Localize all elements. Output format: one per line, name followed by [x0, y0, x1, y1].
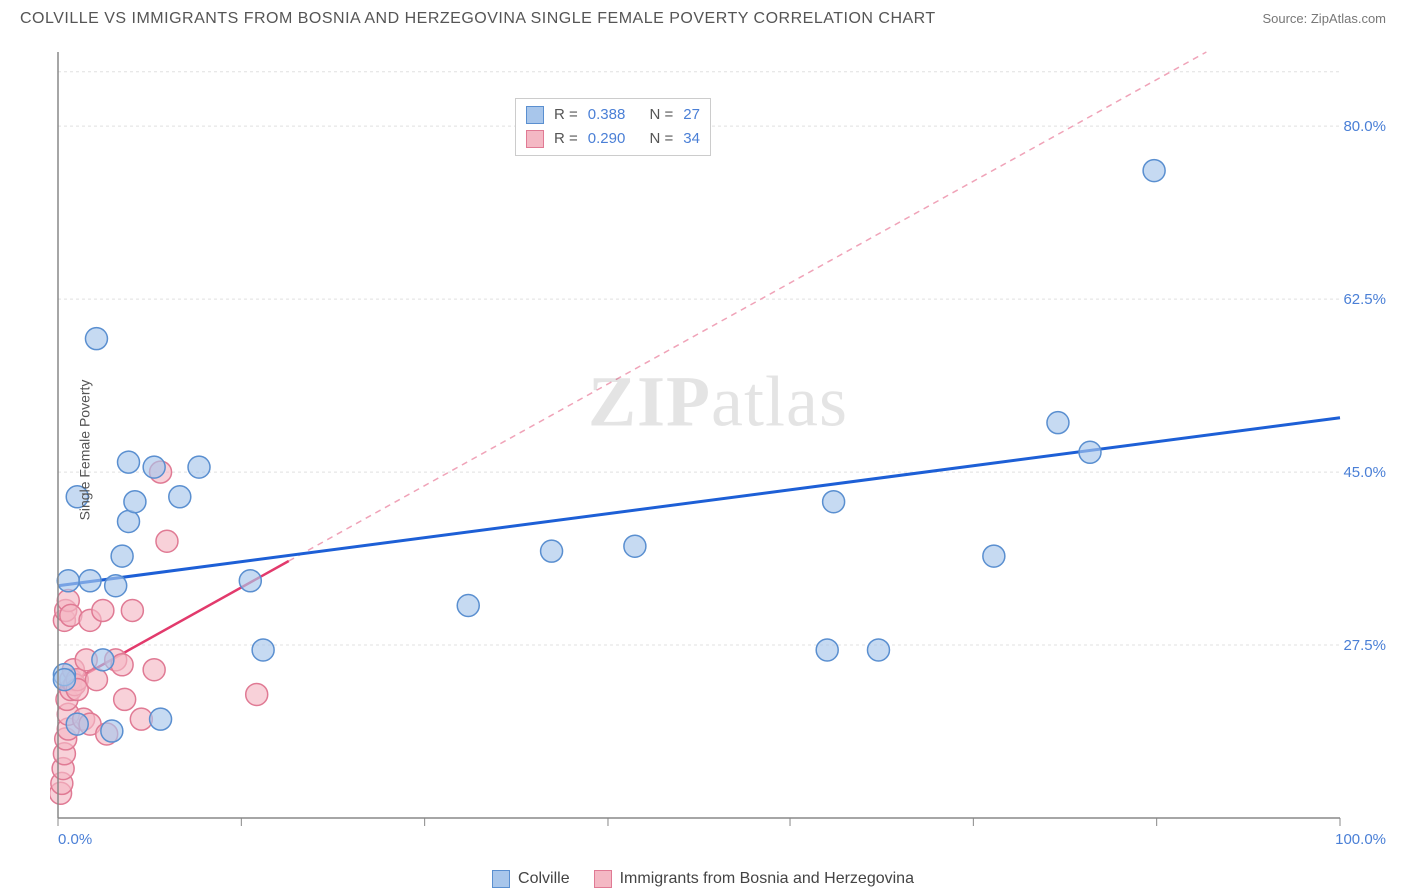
swatch-blue-icon — [492, 870, 510, 888]
svg-text:80.0%: 80.0% — [1343, 118, 1386, 135]
chart-header: COLVILLE VS IMMIGRANTS FROM BOSNIA AND H… — [0, 0, 1406, 34]
legend-item-pink: Immigrants from Bosnia and Herzegovina — [594, 870, 914, 888]
legend-pink-r: 0.290 — [588, 127, 626, 151]
svg-text:62.5%: 62.5% — [1343, 291, 1386, 308]
correlation-legend: R = 0.388 N = 27 R = 0.290 N = 34 — [515, 98, 711, 156]
svg-text:45.0%: 45.0% — [1343, 464, 1386, 481]
legend-pink-n: 34 — [683, 127, 700, 151]
legend-row-blue: R = 0.388 N = 27 — [526, 103, 700, 127]
legend-r-label: R = — [554, 103, 578, 127]
series-legend: Colville Immigrants from Bosnia and Herz… — [0, 870, 1406, 888]
legend-row-pink: R = 0.290 N = 34 — [526, 127, 700, 151]
swatch-pink-icon — [594, 870, 612, 888]
y-axis-label: Single Female Poverty — [76, 380, 92, 521]
chart-source: Source: ZipAtlas.com — [1262, 11, 1386, 26]
swatch-pink-icon — [526, 130, 544, 148]
legend-blue-n: 27 — [683, 103, 700, 127]
scatter-chart: 27.5% 45.0% 62.5% 80.0% 0.0% 100.0% — [50, 48, 1386, 852]
legend-blue-r: 0.388 — [588, 103, 626, 127]
svg-text:27.5%: 27.5% — [1343, 637, 1386, 654]
legend-blue-label: Colville — [518, 870, 570, 888]
chart-title: COLVILLE VS IMMIGRANTS FROM BOSNIA AND H… — [20, 10, 936, 28]
legend-item-blue: Colville — [492, 870, 570, 888]
legend-n-label: N = — [649, 127, 673, 151]
svg-text:100.0%: 100.0% — [1335, 831, 1386, 848]
swatch-blue-icon — [526, 106, 544, 124]
chart-area: Single Female Poverty 27.5% 45.0% 62.5% 80.… — [50, 48, 1386, 852]
svg-text:0.0%: 0.0% — [58, 831, 92, 848]
legend-r-label: R = — [554, 127, 578, 151]
legend-pink-label: Immigrants from Bosnia and Herzegovina — [620, 870, 914, 888]
legend-n-label: N = — [649, 103, 673, 127]
